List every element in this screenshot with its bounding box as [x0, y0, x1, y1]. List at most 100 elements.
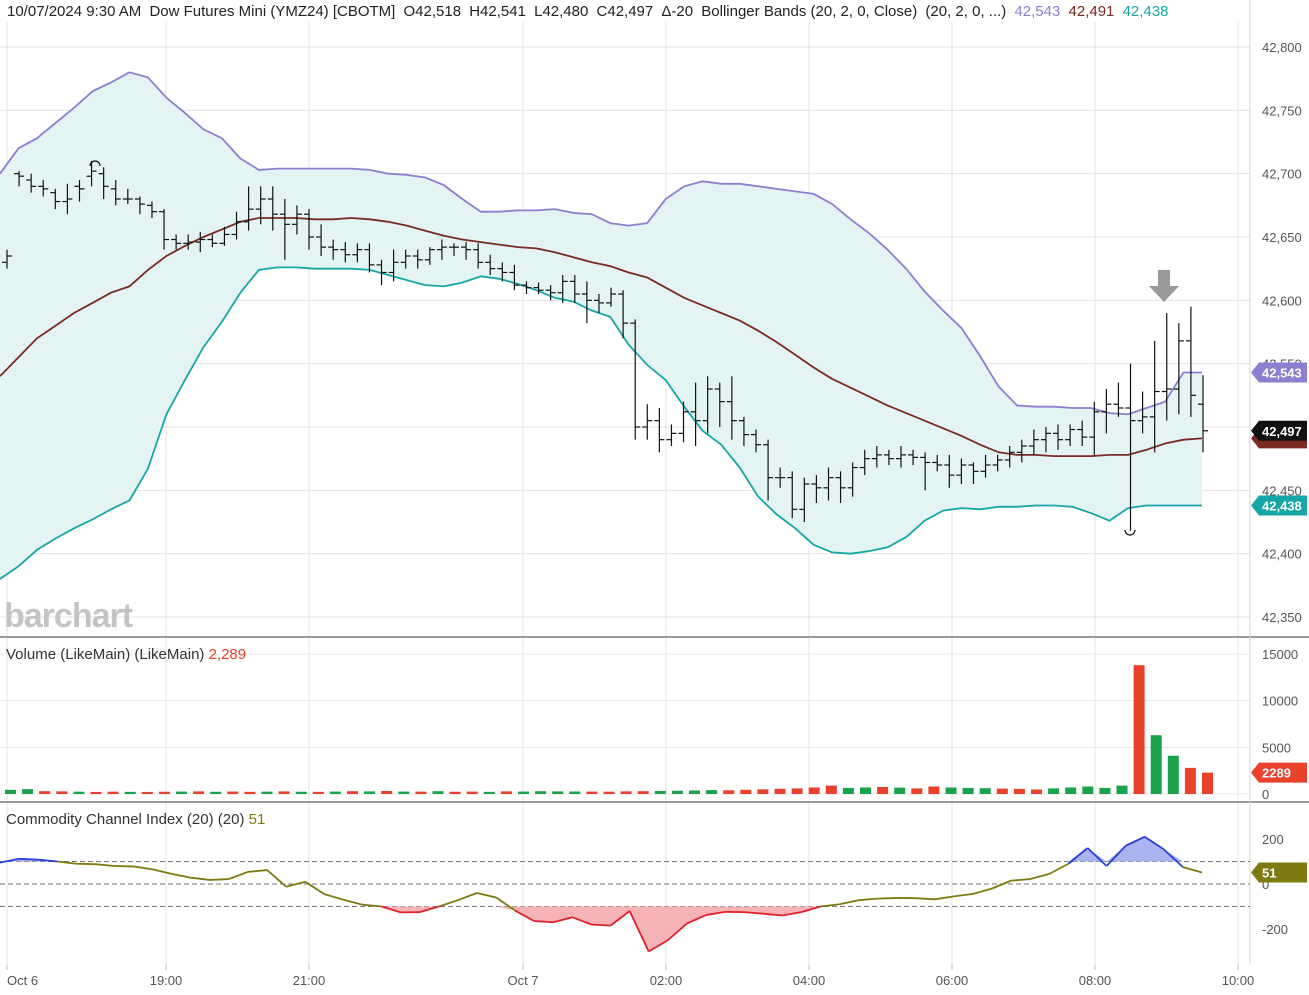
ohlc-bar	[183, 234, 194, 250]
cci-line-segment	[343, 898, 363, 906]
last-price-tag-shape	[1251, 420, 1307, 441]
ohlc-bar	[908, 449, 919, 465]
ohlc-bar	[1173, 323, 1184, 415]
ohlc-bar	[787, 471, 798, 519]
ohlc-bar	[1004, 446, 1015, 468]
ohlc-bar	[1065, 424, 1076, 446]
cci-line-segment	[667, 922, 688, 941]
down-arrow-icon	[1149, 270, 1179, 302]
volume-bar	[535, 791, 547, 794]
cci-line-segment	[628, 910, 650, 952]
header-datetime: 10/07/2024 9:30 AM	[7, 3, 142, 20]
ohlc-bar	[328, 239, 339, 260]
upper-band-tag: 42,543	[1251, 362, 1307, 383]
ohlc-bar	[799, 477, 810, 522]
volume-bar	[1116, 785, 1128, 794]
ohlc-bar	[835, 471, 846, 503]
cci-line-segment	[1125, 835, 1146, 847]
header-change: Δ-20	[661, 3, 694, 20]
volume-bar	[757, 789, 769, 794]
volume-bar	[39, 791, 51, 794]
cci-pane-title: Commodity Channel Index (20) (20) 51	[6, 811, 265, 828]
cci-line-segment	[1144, 835, 1165, 851]
cci-line-segment	[991, 879, 1012, 890]
cci-line-segment	[1086, 847, 1108, 867]
cci-line-segment	[1048, 862, 1069, 875]
cci-line-segment	[457, 892, 478, 902]
cci-oversold-fill	[0, 906, 1202, 952]
volume-tick-label: 0	[1262, 787, 1269, 802]
header-low: L42,480	[534, 3, 589, 20]
cci-line-segment	[171, 872, 191, 879]
ohlc-bar	[932, 454, 943, 472]
chart-annotations: barchart	[4, 160, 1179, 635]
ohlc-bar	[980, 454, 991, 478]
ohlc-bar	[1053, 424, 1064, 450]
volume-bar	[569, 791, 581, 794]
volume-bar	[979, 788, 991, 794]
ohlc-bar	[50, 188, 61, 210]
ohlc-bar	[883, 449, 894, 465]
cci-line-segment	[95, 863, 115, 867]
volume-bar	[1150, 735, 1162, 794]
cci-line-segment	[476, 892, 497, 899]
ohlc-bar	[86, 161, 97, 187]
ohlc-bar	[388, 249, 399, 282]
value-tags: 42,543 42,497 42,438 2289 51	[1251, 362, 1307, 883]
ohlc-bar	[666, 424, 677, 446]
ohlc-bar	[581, 281, 592, 324]
lower-band-tag: 42,438	[1251, 495, 1307, 516]
ohlc-bar	[219, 226, 230, 246]
ohlc-bar	[1161, 313, 1172, 421]
cci-line-segment	[877, 897, 897, 900]
ohlc-bar	[473, 243, 484, 269]
x-tick-label: Oct 7	[507, 973, 538, 988]
header-symbol[interactable]: Dow Futures Mini (YMZ24) [CBOTM]	[149, 3, 396, 20]
ohlc-bar	[545, 285, 556, 301]
volume-bar	[90, 791, 102, 794]
cci-line-segment	[228, 871, 249, 880]
x-tick-label: 08:00	[1079, 973, 1112, 988]
ohlc-bar	[2, 249, 12, 269]
cci-line-segment	[514, 909, 535, 922]
ohlc-bar	[1137, 391, 1148, 434]
volume-bars	[5, 665, 1213, 794]
volume-bar	[432, 791, 444, 794]
ohlc-bar	[956, 458, 967, 484]
cci-line-segment	[324, 893, 344, 901]
cci-line-segment	[820, 903, 840, 908]
volume-bar	[842, 787, 854, 794]
x-tick-label: Oct 6	[7, 973, 38, 988]
cci-line-segment	[953, 893, 974, 898]
ohlc-bar	[509, 264, 520, 291]
header-close: C42,497	[596, 3, 654, 20]
volume-bar	[654, 791, 666, 794]
volume-bar	[620, 791, 632, 794]
header-indicator[interactable]: Bollinger Bands (20, 2, 0, Close)	[701, 3, 918, 20]
x-tick-label: 04:00	[793, 973, 826, 988]
header-lower-value: 42,438	[1122, 3, 1169, 20]
ohlc-bar	[122, 188, 133, 205]
volume-bar	[740, 789, 752, 794]
ohlc-bar	[400, 249, 411, 269]
cci-line-segment	[133, 865, 153, 871]
ohlc-bar	[690, 382, 701, 446]
ohlc-bar	[1040, 427, 1051, 453]
cci-line-segment	[304, 880, 325, 895]
volume-bar	[141, 791, 153, 794]
volume-bar	[1013, 788, 1025, 794]
volume-bar	[791, 788, 803, 794]
cci-line-segment	[591, 923, 611, 927]
volume-bar	[22, 789, 34, 794]
volume-tag-shape	[1251, 762, 1307, 783]
last-price-tag: 42,497	[1251, 420, 1307, 441]
ohlc-bar	[146, 201, 157, 218]
ohlc-bar	[823, 467, 834, 501]
ohlc-bar	[920, 452, 931, 491]
volume-bar	[877, 787, 889, 794]
ohlc-bar	[871, 446, 882, 468]
x-tick-label: 19:00	[150, 973, 183, 988]
volume-bar	[552, 791, 564, 794]
volume-bar	[1184, 767, 1196, 794]
